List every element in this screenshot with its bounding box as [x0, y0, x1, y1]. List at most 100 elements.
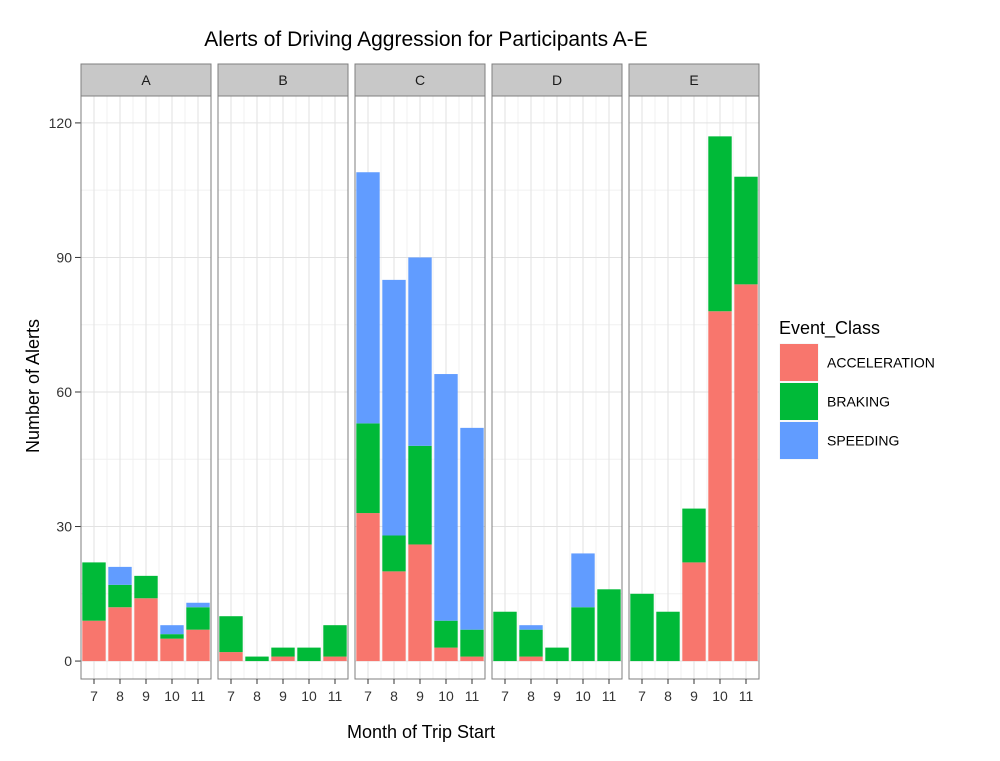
- bar-speeding: [356, 172, 380, 424]
- facet-strip-label: E: [689, 72, 698, 88]
- facet-strip-label: D: [552, 72, 562, 88]
- bar-braking: [297, 647, 321, 662]
- bar-braking: [571, 607, 595, 662]
- bar-speeding: [382, 279, 406, 536]
- bar-braking: [460, 629, 484, 657]
- facet-strip-label: B: [278, 72, 287, 88]
- facet-strip: [80, 63, 212, 97]
- x-tick-label: 11: [739, 688, 754, 704]
- facet-strip: [628, 63, 760, 97]
- x-tick-label: 11: [328, 688, 343, 704]
- x-tick-label: 10: [438, 688, 454, 704]
- bar-acceleration: [682, 562, 706, 662]
- bar-braking: [597, 589, 621, 662]
- legend-title: Event_Class: [779, 318, 880, 339]
- bar-acceleration: [186, 629, 210, 662]
- bar-braking: [186, 607, 210, 630]
- x-tick-label: 9: [553, 688, 561, 704]
- x-tick-label: 8: [390, 688, 398, 704]
- bar-braking: [734, 176, 758, 285]
- bar-braking: [382, 535, 406, 572]
- y-axis: 0 30 60 90 120: [49, 115, 81, 669]
- bar-braking: [245, 656, 269, 662]
- bar-speeding: [160, 625, 184, 635]
- facet-panel-d: D 7 8 9 10 11: [491, 63, 623, 704]
- bar-braking: [408, 445, 432, 545]
- bar-braking: [160, 634, 184, 639]
- bar-braking: [434, 620, 458, 648]
- bar-acceleration: [356, 513, 380, 662]
- bar-braking: [682, 508, 706, 563]
- legend-label-speeding: SPEEDING: [827, 433, 899, 449]
- x-tick-label: 10: [712, 688, 728, 704]
- bar-braking: [82, 562, 106, 621]
- x-tick-label: 7: [90, 688, 98, 704]
- bar-braking: [708, 136, 732, 312]
- facet-panels: A 7 8 9 10 11 B 7 8 9 10 11 C 7 8 9 10 11 D 7 8 9 10 11 E 7 8 9 10 11: [80, 63, 760, 704]
- facet-strip-label: A: [141, 72, 151, 88]
- bar-acceleration: [323, 656, 347, 662]
- bar-braking: [656, 611, 680, 662]
- bar-braking: [519, 629, 543, 657]
- y-tick-label: 0: [64, 653, 72, 669]
- bar-acceleration: [519, 656, 543, 662]
- x-tick-label: 8: [664, 688, 672, 704]
- x-axis-label: Month of Trip Start: [347, 722, 495, 742]
- bar-acceleration: [408, 544, 432, 662]
- bar-speeding: [186, 602, 210, 608]
- facet-panel-a: A 7 8 9 10 11: [80, 63, 212, 704]
- bar-speeding: [519, 625, 543, 630]
- bar-braking: [323, 625, 347, 657]
- chart-title: Alerts of Driving Aggression for Partici…: [204, 28, 648, 51]
- y-tick-label: 120: [49, 115, 73, 131]
- facet-strip-label: C: [415, 72, 425, 88]
- bar-braking: [219, 616, 243, 653]
- x-tick-label: 8: [116, 688, 124, 704]
- bar-braking: [271, 647, 295, 657]
- facet-strip: [217, 63, 349, 97]
- x-tick-label: 7: [501, 688, 509, 704]
- facet-panel-c: C 7 8 9 10 11: [354, 63, 486, 704]
- bar-acceleration: [734, 284, 758, 662]
- bar-braking: [356, 423, 380, 514]
- legend-key-braking: [780, 383, 818, 420]
- bar-braking: [545, 647, 569, 662]
- bar-acceleration: [160, 638, 184, 662]
- x-tick-label: 10: [301, 688, 317, 704]
- bar-speeding: [434, 374, 458, 621]
- bar-speeding: [108, 566, 132, 585]
- x-tick-label: 9: [279, 688, 287, 704]
- y-axis-label: Number of Alerts: [23, 319, 43, 453]
- x-tick-label: 7: [638, 688, 646, 704]
- facet-strip: [354, 63, 486, 97]
- bar-braking: [493, 611, 517, 662]
- x-tick-label: 10: [575, 688, 591, 704]
- bar-acceleration: [271, 656, 295, 662]
- bar-acceleration: [134, 598, 158, 662]
- bar-braking: [108, 584, 132, 608]
- legend: Event_Class ACCELERATION BRAKING SPEEDING: [778, 318, 935, 461]
- bar-acceleration: [219, 652, 243, 662]
- legend-key-acceleration: [780, 344, 818, 381]
- y-tick-label: 30: [56, 519, 72, 535]
- bar-acceleration: [708, 311, 732, 662]
- facet-panel-b: B 7 8 9 10 11: [217, 63, 349, 704]
- x-tick-label: 10: [164, 688, 180, 704]
- x-tick-label: 7: [227, 688, 235, 704]
- bar-acceleration: [108, 607, 132, 662]
- legend-label-acceleration: ACCELERATION: [827, 355, 935, 371]
- bar-speeding: [460, 427, 484, 630]
- facet-panel-e: E 7 8 9 10 11: [628, 63, 760, 704]
- x-tick-label: 11: [602, 688, 617, 704]
- x-tick-label: 8: [253, 688, 261, 704]
- x-tick-label: 9: [690, 688, 698, 704]
- bar-speeding: [571, 553, 595, 608]
- facet-strip: [491, 63, 623, 97]
- x-tick-label: 7: [364, 688, 372, 704]
- legend-label-braking: BRAKING: [827, 394, 890, 410]
- bar-acceleration: [82, 620, 106, 662]
- bar-braking: [630, 593, 654, 662]
- x-tick-label: 9: [416, 688, 424, 704]
- bar-acceleration: [460, 656, 484, 662]
